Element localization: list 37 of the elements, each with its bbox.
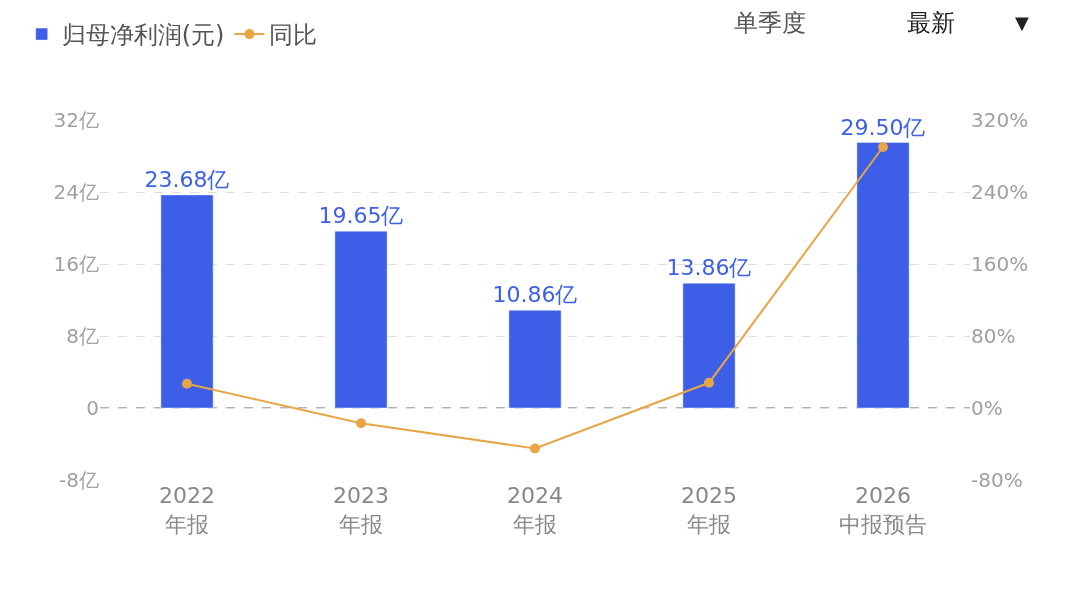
point bbox=[182, 378, 192, 389]
y-tick-label: 8亿 bbox=[66, 324, 99, 348]
y-tick-label: 0 bbox=[86, 396, 99, 420]
bar bbox=[334, 230, 388, 409]
data-label: 23.68亿 bbox=[144, 166, 230, 192]
data-label: 13.86亿 bbox=[666, 255, 752, 281]
x-tick-label: 2024年报 bbox=[507, 483, 563, 537]
y2-tick-label: 160% bbox=[971, 252, 1029, 276]
x-tick-label: 2025年报 bbox=[681, 483, 737, 537]
point bbox=[530, 443, 540, 454]
y-tick-label: -8亿 bbox=[59, 468, 99, 492]
point bbox=[704, 377, 714, 388]
point bbox=[878, 142, 888, 152]
text: 最新 bbox=[907, 9, 955, 37]
y-tick-label: 16亿 bbox=[53, 252, 99, 276]
data-label: 19.65亿 bbox=[318, 203, 404, 229]
bar bbox=[160, 194, 214, 409]
y2-tick-label: 0% bbox=[971, 396, 1003, 420]
legend-label: 归母净利润(元) bbox=[61, 21, 225, 50]
x-tick-label: 2022年报 bbox=[159, 483, 215, 537]
y-tick-label: 24亿 bbox=[53, 180, 99, 204]
y2-tick-label: 80% bbox=[971, 324, 1016, 348]
x-tick-label: 2026中报预告 bbox=[839, 483, 927, 537]
y2-tick-label: 240% bbox=[971, 180, 1029, 204]
x-tick-label: 2023年报 bbox=[333, 483, 389, 537]
text: ▼ bbox=[1015, 12, 1029, 33]
y-tick-label: 32亿 bbox=[53, 108, 99, 132]
text: 单季度 bbox=[734, 9, 806, 37]
data-label: 29.50亿 bbox=[840, 114, 926, 140]
legend-label: 同比 bbox=[269, 21, 318, 50]
point bbox=[356, 418, 366, 429]
y2-tick-label: -80% bbox=[971, 468, 1023, 492]
bar bbox=[856, 142, 910, 409]
y2-tick-label: 320% bbox=[971, 108, 1029, 132]
data-label: 10.86亿 bbox=[492, 282, 578, 308]
bar bbox=[682, 283, 736, 409]
bar bbox=[508, 310, 562, 409]
